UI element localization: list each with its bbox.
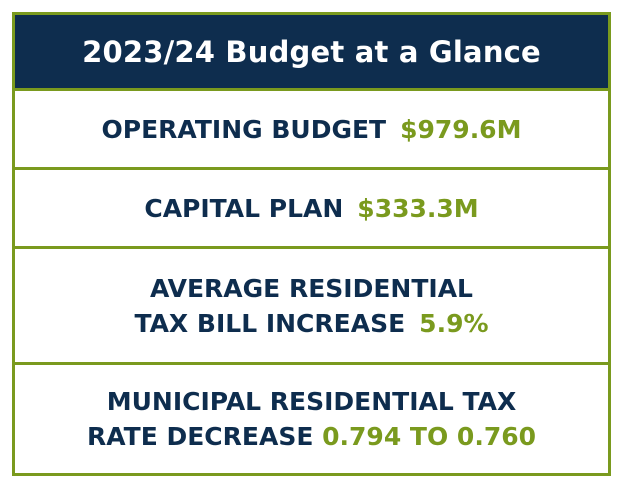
tax-rate-decrease-label-line2: RATE DECREASE (86, 422, 314, 451)
card-header: 2023/24 Budget at a Glance (15, 15, 608, 91)
capital-plan-row: CAPITAL PLAN $333.3M (15, 170, 608, 249)
tax-rate-decrease-row: MUNICIPAL RESIDENTIAL TAX RATE DECREASE … (15, 365, 608, 473)
tax-bill-increase-label-line1: AVERAGE RESIDENTIAL (149, 273, 473, 303)
card-title: 2023/24 Budget at a Glance (82, 34, 541, 69)
tax-rate-decrease-line2: RATE DECREASE 0.794 TO 0.760 (87, 419, 536, 454)
tax-bill-increase-row: AVERAGE RESIDENTIAL TAX BILL INCREASE 5.9… (15, 249, 608, 365)
tax-rate-decrease-text: MUNICIPAL RESIDENTIAL TAX RATE DECREASE … (87, 384, 536, 454)
tax-bill-increase-label-line2: TAX BILL INCREASE (134, 308, 406, 338)
capital-plan-label: CAPITAL PLAN (144, 193, 344, 223)
operating-budget-value: $979.6M (400, 114, 522, 144)
tax-bill-increase-text: AVERAGE RESIDENTIAL TAX BILL INCREASE 5.9… (134, 271, 488, 341)
operating-budget-line: OPERATING BUDGET $979.6M (102, 112, 522, 147)
tax-rate-decrease-label-line1: MUNICIPAL RESIDENTIAL TAX (106, 387, 517, 416)
budget-summary-card: 2023/24 Budget at a Glance OPERATING BUD… (12, 12, 611, 476)
operating-budget-label: OPERATING BUDGET (101, 114, 387, 144)
capital-plan-value: $333.3M (357, 193, 479, 223)
tax-bill-increase-line2: TAX BILL INCREASE 5.9% (134, 306, 488, 341)
tax-bill-increase-value: 5.9% (419, 308, 489, 338)
operating-budget-row: OPERATING BUDGET $979.6M (15, 91, 608, 170)
capital-plan-line: CAPITAL PLAN $333.3M (144, 191, 478, 226)
tax-rate-decrease-value: 0.794 TO 0.760 (322, 422, 537, 451)
